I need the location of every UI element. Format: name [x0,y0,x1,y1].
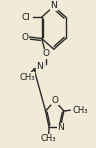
Text: CH₃: CH₃ [41,134,56,143]
Text: Cl: Cl [22,13,31,22]
Text: N: N [36,62,43,71]
Text: CH₃: CH₃ [72,106,88,115]
Text: O: O [43,49,50,58]
Text: O: O [51,96,58,105]
Text: N: N [50,1,57,10]
Text: CH₃: CH₃ [19,73,35,82]
Text: O: O [22,33,28,42]
Text: N: N [58,123,64,132]
